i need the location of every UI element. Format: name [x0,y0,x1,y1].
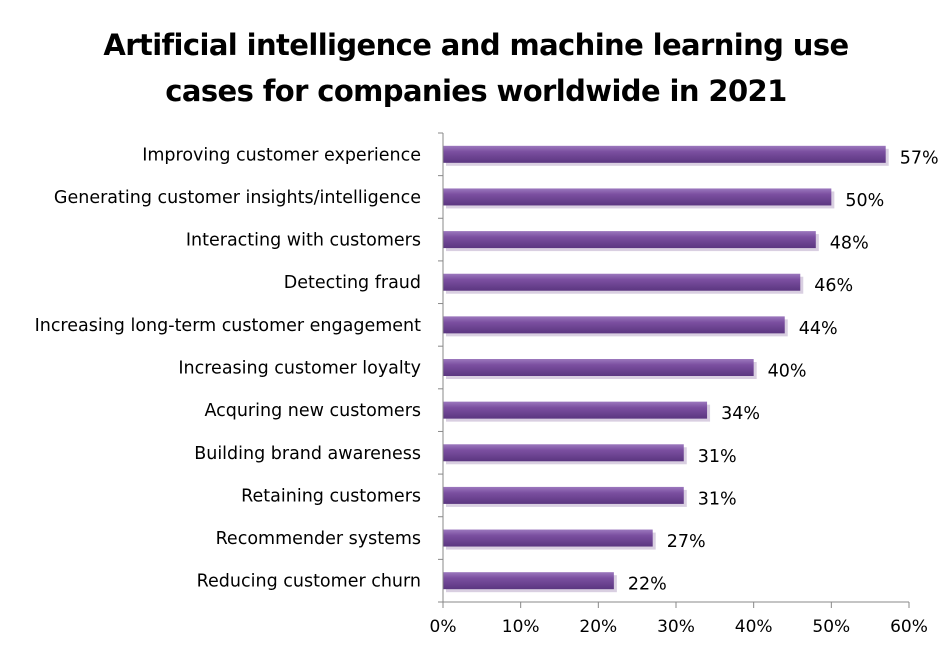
bars [443,145,889,593]
bar [443,359,754,376]
data-label: 50% [845,191,884,211]
axes [438,132,910,608]
x-tick-label: 60% [890,617,928,637]
bar [443,572,614,590]
category-label: Retaining customers [241,486,421,506]
bar [443,273,801,291]
bar [443,529,653,547]
category-label: Generating customer insights/intelligenc… [54,188,421,208]
category-label: Detecting fraud [284,273,421,293]
bar [443,145,886,163]
x-tick-label: 20% [579,617,617,637]
category-label: Improving customer experience [142,145,421,165]
data-label: 31% [698,489,737,509]
x-tick-label: 40% [735,617,773,637]
category-label: Building brand awareness [194,444,421,464]
data-label: 31% [698,447,737,467]
category-label: Acquring new customers [204,401,421,421]
data-label: 46% [814,276,853,296]
bar [443,188,832,206]
x-tick-label: 30% [657,617,695,637]
bar [443,231,816,249]
chart-title: Artificial intelligence and machine lear… [103,28,849,108]
data-label: 57% [900,148,939,168]
category-label: Interacting with customers [186,231,421,251]
labels: 0% 10% 20% 30% 40% 50% 60% Improving customer e… [35,145,939,637]
data-label: 44% [799,319,838,339]
category-label: Increasing customer loyalty [178,359,421,379]
x-tick-label: 0% [430,617,457,637]
data-label: 22% [628,575,667,595]
data-label: 27% [667,532,706,552]
x-tick-label: 10% [502,617,540,637]
data-label: 34% [721,404,760,424]
data-label: 48% [830,234,869,254]
category-label: Reducing customer churn [197,572,421,592]
category-label: Recommender systems [216,529,421,549]
bar [443,316,785,334]
bar [443,401,708,419]
data-label: 40% [768,362,807,382]
x-tick-label: 50% [812,617,850,637]
bar [443,486,684,504]
bar [443,444,684,462]
category-label: Increasing long-term customer engagement [35,316,422,336]
